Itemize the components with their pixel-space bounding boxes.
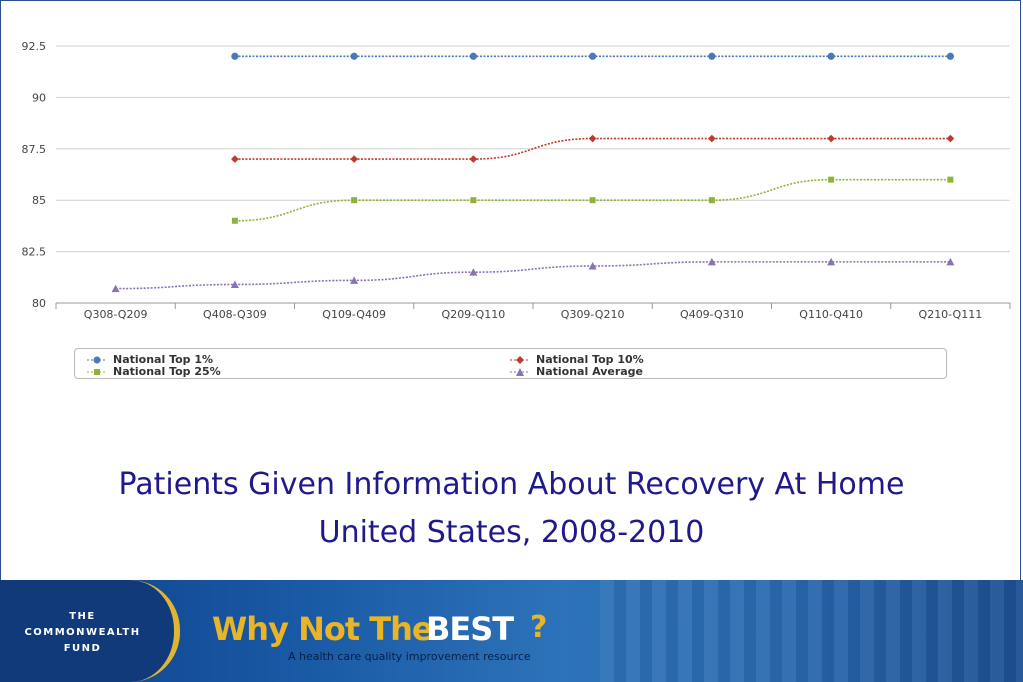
- data-point: [588, 134, 597, 143]
- data-point: [946, 52, 954, 60]
- data-point: [708, 134, 716, 143]
- legend-marker-circle-icon: [87, 356, 107, 363]
- chart-title: Patients Given Information About Recover…: [118, 467, 905, 502]
- logo-line-3: FUND: [63, 643, 102, 654]
- commonwealth-fund-logo: THE COMMONWEALTH FUND: [0, 580, 180, 682]
- data-point: [351, 197, 358, 204]
- data-point: [231, 52, 239, 60]
- x-tick-label: Q408-Q309: [203, 308, 267, 321]
- y-tick-label: 92.5: [22, 40, 47, 53]
- data-point: [231, 217, 238, 224]
- data-point: [588, 261, 597, 270]
- legend-item-top1: National Top 1%: [87, 353, 213, 366]
- data-point: [827, 134, 835, 143]
- x-tick-label: Q308-Q209: [84, 308, 148, 321]
- y-tick-label: 85: [32, 194, 46, 207]
- logo-line-1: THE: [69, 611, 96, 622]
- y-tick-label: 82.5: [22, 246, 47, 259]
- series-line: [115, 261, 951, 290]
- y-tick-label: 80: [32, 297, 46, 310]
- legend-label: National Top 1%: [113, 353, 214, 366]
- data-point: [707, 257, 716, 266]
- data-point: [350, 52, 358, 60]
- banner-decoration: [600, 580, 1023, 682]
- data-point: [589, 197, 596, 204]
- legend-marker-diamond-icon: [510, 355, 530, 364]
- footer-banner: THE COMMONWEALTH FUND: [0, 580, 1023, 682]
- brand-text-best: BEST: [426, 610, 514, 648]
- line-chart: 80 82.5 85 87.5 90 92.5 Q308-Q209 Q408-Q309 Q109…: [22, 40, 1011, 321]
- brand-text-why-not-the: Why Not The: [212, 610, 434, 648]
- y-tick-label: 87.5: [22, 143, 47, 156]
- x-tick-label: Q309-Q210: [561, 308, 625, 321]
- legend-marker-square-icon: [87, 368, 107, 375]
- data-point: [827, 257, 836, 266]
- data-point: [111, 284, 120, 293]
- data-point: [469, 52, 477, 60]
- legend-label: National Average: [536, 365, 644, 378]
- chart-subtitle: United States, 2008-2010: [318, 515, 705, 550]
- brand-tagline: A health care quality improvement resour…: [288, 650, 531, 663]
- data-point: [350, 276, 359, 284]
- legend-item-top10: National Top 10%: [510, 353, 644, 366]
- legend-item-top25: National Top 25%: [87, 365, 221, 378]
- data-point: [469, 268, 478, 276]
- y-tick-label: 90: [32, 91, 46, 104]
- data-point: [470, 197, 477, 204]
- legend-label: National Top 10%: [536, 353, 644, 366]
- x-tick-label: Q110-Q410: [799, 308, 863, 321]
- data-point: [231, 155, 239, 163]
- x-tick-label: Q210-Q111: [919, 308, 983, 321]
- data-point: [469, 155, 478, 163]
- data-point: [230, 280, 239, 288]
- slide-frame: [0, 0, 1021, 580]
- x-tick-label: Q109-Q409: [322, 308, 386, 321]
- data-point: [828, 176, 835, 183]
- data-point: [589, 52, 597, 60]
- chart-legend: National Top 1% National Top 10% Nationa…: [74, 348, 947, 379]
- data-point: [350, 155, 358, 163]
- data-point: [946, 257, 955, 266]
- x-tick-label: Q409-Q310: [680, 308, 744, 321]
- legend-marker-triangle-icon: [510, 367, 530, 376]
- data-point: [827, 52, 835, 60]
- data-point: [708, 197, 715, 204]
- brand-question-mark: ?: [530, 610, 548, 645]
- data-point: [946, 134, 955, 143]
- logo-line-2: COMMONWEALTH: [24, 627, 141, 638]
- x-tick-label: Q209-Q110: [442, 308, 506, 321]
- legend-label: National Top 25%: [113, 365, 221, 378]
- data-point: [708, 52, 716, 60]
- data-point: [947, 176, 954, 183]
- legend-item-average: National Average: [510, 365, 643, 378]
